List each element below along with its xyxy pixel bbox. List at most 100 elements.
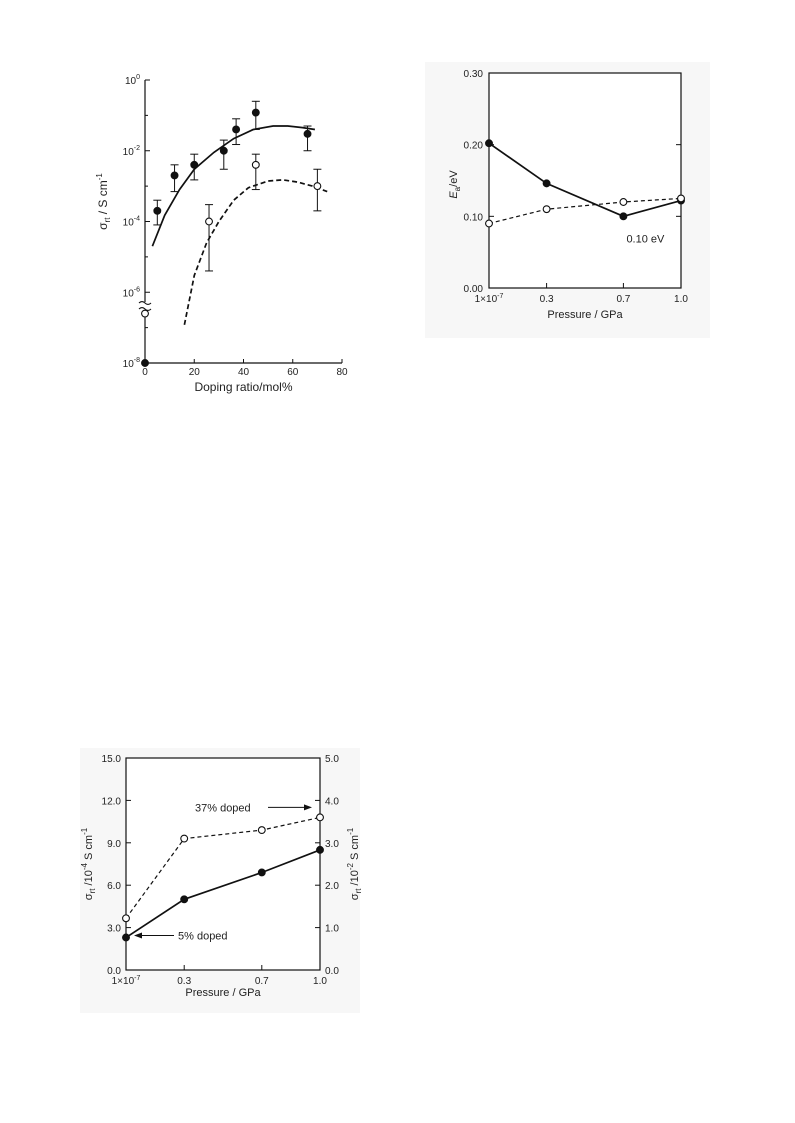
- y-tick-base: 10: [123, 359, 135, 370]
- x-axis-label: Pressure / GPa: [547, 309, 623, 321]
- y-tick-exp: -2: [134, 145, 140, 152]
- x-tick-label: 1×10-7: [112, 975, 141, 987]
- data-point-filled: [303, 129, 312, 138]
- y-tick-label: 10-4: [123, 216, 140, 229]
- y-axis-label-right-main: σ: [349, 893, 361, 900]
- y-tick-label: 100: [125, 74, 140, 87]
- annotation-label: 0.10 eV: [626, 233, 665, 245]
- data-point-filled: [170, 171, 179, 180]
- x-tick-sup: -7: [134, 975, 140, 982]
- y-axis-label: σrt / S cm-1: [95, 173, 112, 230]
- data-point-open: [677, 194, 685, 203]
- y-tick-base: 10: [123, 218, 135, 229]
- chart3-svg: 0.03.06.09.012.015.00.01.02.03.04.05.01×…: [80, 754, 363, 999]
- arrow-5pct-head: [134, 932, 142, 939]
- data-point-filled: [219, 146, 228, 155]
- plot-frame: [125, 757, 321, 971]
- y-axis-label-right-sup: -2: [346, 863, 355, 871]
- fit-curve-series-1: [151, 125, 316, 247]
- data-point-open: [619, 198, 628, 206]
- x-tick-label: 1.0: [674, 294, 688, 305]
- y-tick-label: 10-2: [123, 145, 140, 158]
- y-label-sub: rt: [103, 217, 112, 223]
- chart2-svg: 0.00 0.10 0.20 0.30 1×10-7 0.3 0.7 1.0 Pressure …: [448, 69, 688, 321]
- x-tick-text: 0.3: [177, 976, 191, 987]
- label-5pct-doped: 5% doped: [178, 930, 228, 942]
- y-tick-label: 10-6: [123, 286, 140, 299]
- y-tick-label: 0.20: [464, 141, 484, 152]
- data-point-filled: [232, 125, 241, 134]
- data-point-open: [251, 160, 260, 169]
- y-tick-label-right: 5.0: [325, 754, 339, 765]
- y-tick-exp: -8: [134, 357, 140, 364]
- x-tick-label: 0: [142, 367, 148, 378]
- y-tick-label-left: 9.0: [107, 839, 121, 850]
- y-tick-exp: 0: [136, 74, 140, 81]
- x-tick-text: 0.7: [616, 294, 630, 305]
- y-tick-label: 10-8: [123, 357, 140, 370]
- series-line-2: [488, 197, 682, 225]
- y-axis-label-left-unit: /10: [83, 870, 95, 888]
- y-label-unit: / S cm: [96, 180, 110, 217]
- data-point-open: [316, 813, 324, 822]
- x-tick-label: 80: [336, 367, 348, 378]
- x-tick-sup: -7: [497, 293, 503, 300]
- data-point-open: [122, 914, 130, 923]
- y-axis-label-left-sup2: -1: [80, 827, 89, 835]
- y-label-main: σ: [96, 222, 110, 230]
- data-point-open: [180, 834, 189, 843]
- y-tick-label-left: 0.0: [107, 966, 121, 977]
- y-tick-exp: -6: [134, 286, 140, 293]
- data-point-filled: [141, 359, 149, 367]
- x-tick-label: 20: [189, 367, 201, 378]
- data-point-open: [485, 219, 493, 228]
- data-point-filled: [190, 160, 199, 169]
- data-point-filled: [316, 845, 324, 854]
- x-tick-label: 1×10-7: [475, 293, 504, 305]
- series-line-1: [125, 849, 321, 939]
- y-tick-label-left: 12.0: [102, 796, 122, 807]
- y-tick-base: 10: [123, 147, 135, 158]
- y-axis-label-left-main: σ: [83, 893, 95, 900]
- data-point-filled: [542, 179, 551, 188]
- data-point-filled: [153, 206, 162, 215]
- x-tick-label: 60: [287, 367, 299, 378]
- y-axis-label-right-sub: rt: [354, 888, 363, 894]
- y-tick-base: 10: [125, 76, 137, 87]
- y-tick-base: 10: [123, 288, 135, 299]
- y-axis-label-right-tail: S cm: [349, 835, 361, 863]
- y-axis-label-right-unit: /10: [349, 870, 361, 888]
- y-tick-label-left: 3.0: [107, 924, 121, 935]
- y-tick-label-right: 1.0: [325, 924, 339, 935]
- chart-activation-energy-vs-pressure: 0.00 0.10 0.20 0.30 1×10-7 0.3 0.7 1.0 Pressure …: [425, 62, 710, 338]
- x-tick-base: 1×10: [475, 294, 498, 305]
- y-tick-label-right: 0.0: [325, 966, 339, 977]
- x-tick-label: 1.0: [313, 976, 327, 987]
- y-tick-label: 0.10: [464, 212, 484, 223]
- data-point-filled: [485, 139, 493, 148]
- plot-frame: [488, 72, 682, 289]
- x-tick-label: 0.3: [540, 294, 554, 305]
- x-tick-label: 0.7: [616, 294, 630, 305]
- y-axis-label-left-tail: S cm: [83, 835, 95, 863]
- x-tick-label: 0.7: [255, 976, 269, 987]
- data-point-filled: [122, 933, 130, 942]
- y-tick-label-right: 3.0: [325, 839, 339, 850]
- y-axis-label-left: σrt /10-4 S cm-1: [80, 827, 97, 900]
- y-tick-label: 0.00: [464, 284, 484, 295]
- x-axis-label: Pressure / GPa: [185, 987, 261, 999]
- y-label-main: E: [448, 191, 460, 199]
- x-tick-text: 0.7: [255, 976, 269, 987]
- data-point-filled: [619, 212, 628, 221]
- y-tick-label-left: 15.0: [102, 754, 122, 765]
- data-point-open: [257, 826, 266, 835]
- y-tick-label-right: 2.0: [325, 881, 339, 892]
- fit-curve-series-2: [183, 179, 328, 325]
- chart-conductivity-vs-doping: 0 20 40 60 80 10-8 10-6 10-4 10-2 100 Doping ratio…: [95, 70, 365, 410]
- data-point-open: [141, 309, 149, 318]
- y-axis-label-left-sup: -4: [80, 863, 89, 871]
- series-line-2: [125, 816, 321, 919]
- x-tick-base: 1×10: [112, 976, 135, 987]
- chart-conductivity-vs-pressure: 0.0 3.0 6.0 9.0 12.0 15.0 0.0 1.0 2.0 3.0 4.0 5.0 1×…: [80, 748, 363, 1013]
